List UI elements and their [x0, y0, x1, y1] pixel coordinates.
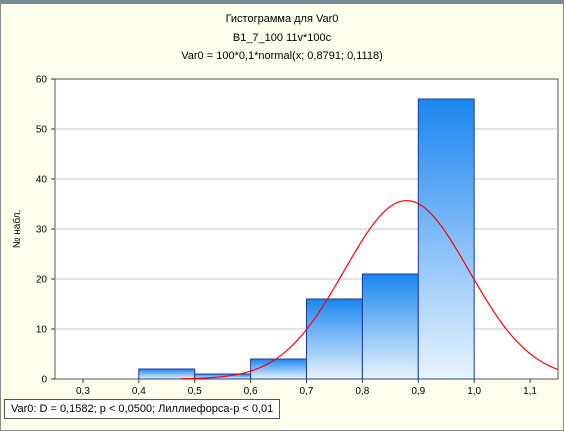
histogram-bar: [138, 368, 196, 380]
chart-formula: Var0 = 100*0,1*normal(x; 0,8791; 0,1118): [181, 50, 383, 62]
y-tick-label: 50: [36, 125, 48, 136]
x-tick-label: 0,6: [244, 386, 258, 397]
normal-curve: [180, 199, 559, 380]
x-tick-label: 0,3: [76, 386, 90, 397]
y-axis-label: № набл.: [11, 210, 23, 248]
y-tick-label: 20: [36, 275, 48, 286]
chart-titles: Гистограмма для Var0 B1_7_100 11v*100c V…: [0, 10, 564, 66]
histogram-bar: [306, 298, 363, 380]
x-axis-ticks: 0,3 0,4 0,5 0,6 0,7 0,8 0,9 1,0 1,1: [76, 379, 537, 397]
x-tick-label: 0,4: [132, 386, 146, 397]
x-tick-label: 0,7: [300, 386, 314, 397]
y-tick-label: 40: [36, 175, 48, 186]
x-tick-label: 0,8: [355, 386, 369, 397]
test-statistics-footer: Var0: D = 0,1582; p < 0,0500; Лиллиефорс…: [4, 399, 281, 419]
x-tick-label: 0,9: [411, 386, 425, 397]
y-tick-label: 60: [36, 75, 48, 86]
chart-title: Гистограмма для Var0: [225, 13, 339, 25]
y-tick-label: 0: [41, 375, 47, 386]
x-tick-label: 1,0: [467, 386, 481, 397]
x-tick-label: 0,5: [188, 386, 202, 397]
y-tick-label: 30: [36, 225, 48, 236]
histogram-bar: [417, 98, 475, 380]
histogram-bar: [361, 273, 419, 380]
histogram-bar: [250, 358, 308, 380]
chart-subtitle: B1_7_100 11v*100c: [232, 31, 332, 44]
x-tick-label: 1,1: [523, 386, 537, 397]
y-axis-ticks: 0 10 20 30 40 50 60: [36, 75, 55, 386]
y-tick-label: 10: [36, 325, 48, 336]
